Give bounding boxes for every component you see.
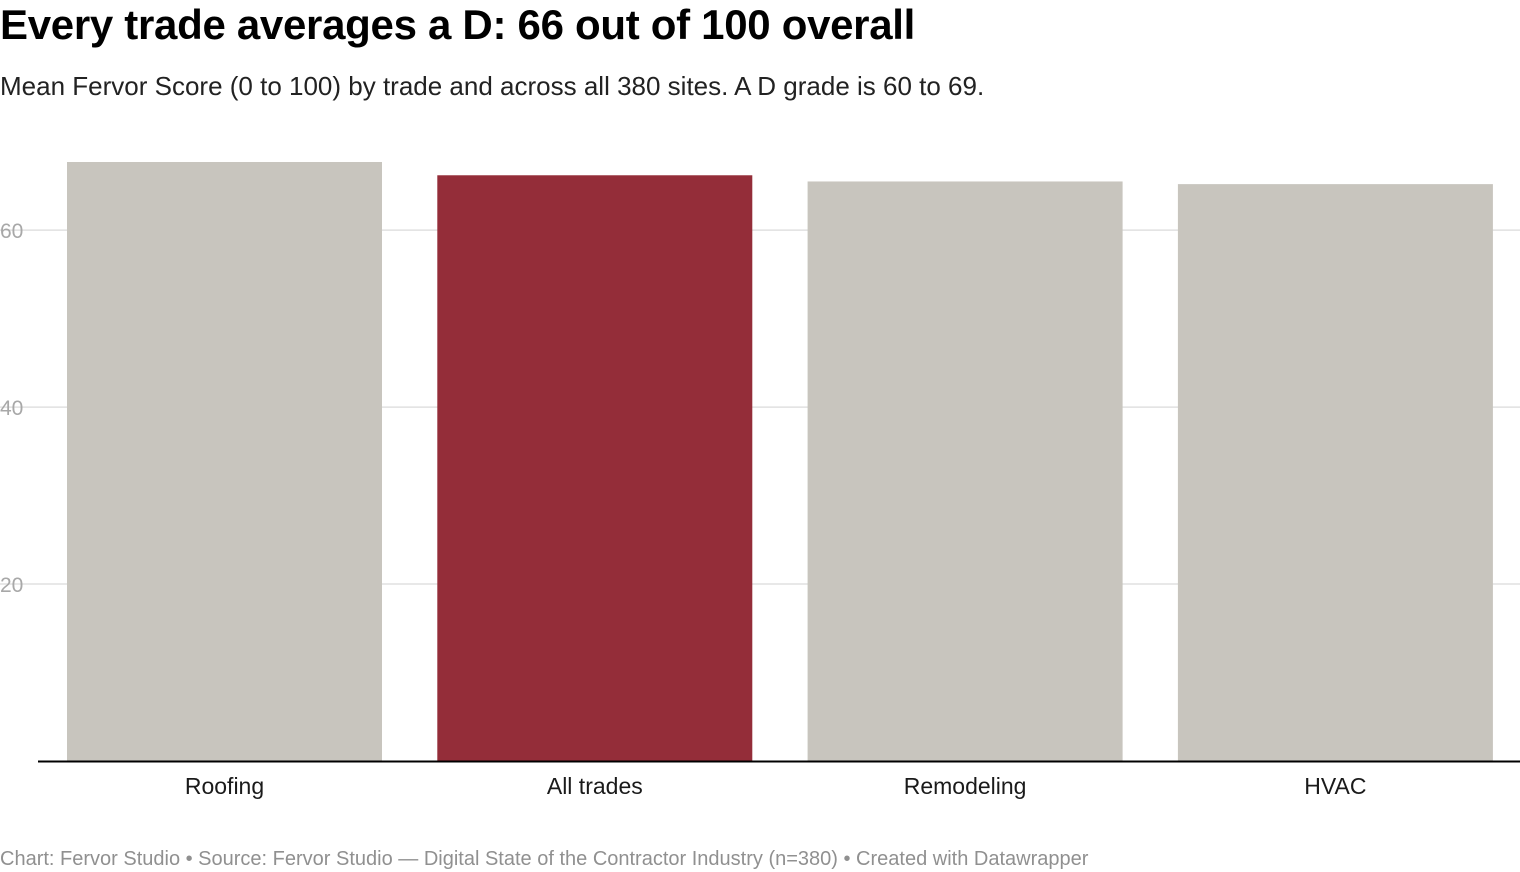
- bar-remodeling: [807, 181, 1123, 762]
- bars: [67, 162, 1493, 762]
- y-tick-label-40: 40: [0, 397, 23, 420]
- x-tick-label-hvac: HVAC: [1304, 773, 1366, 799]
- x-tick-label-remodeling: Remodeling: [904, 773, 1027, 799]
- bar-hvac: [1177, 184, 1493, 762]
- chart-footer: Chart: Fervor Studio • Source: Fervor St…: [0, 848, 1089, 870]
- bar-roofing: [67, 162, 382, 761]
- chart-subtitle: Mean Fervor Score (0 to 100) by trade an…: [0, 71, 985, 101]
- chart-title: Every trade averages a D: 66 out of 100 …: [0, 1, 916, 48]
- x-tick-label-roofing: Roofing: [185, 773, 264, 799]
- y-tick-label-60: 60: [0, 220, 23, 243]
- bar-chart: 20 40 60 Roofing All trades Remodeling HVAC: [0, 162, 1520, 799]
- y-tick-label-20: 20: [0, 574, 23, 597]
- bar-all-trades: [437, 175, 753, 761]
- x-axis: Roofing All trades Remodeling HVAC: [38, 760, 1520, 799]
- x-tick-label-all-trades: All trades: [547, 773, 643, 799]
